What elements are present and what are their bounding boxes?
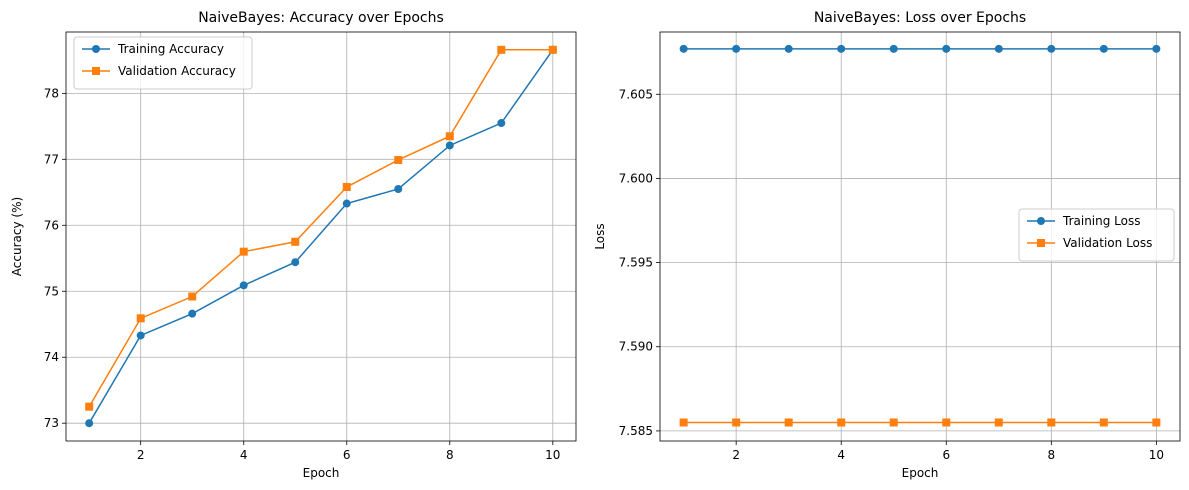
data-point [1099, 44, 1108, 53]
data-point [784, 44, 793, 53]
legend-marker [92, 45, 100, 53]
data-point [136, 314, 145, 323]
legend-label: Validation Loss [1063, 236, 1152, 250]
series-line-0 [88, 49, 554, 424]
plot-frame [65, 31, 577, 442]
data-point [394, 185, 403, 194]
data-point [188, 309, 197, 318]
y-tick-label: 7.595 [619, 256, 653, 270]
x-tick-label: 2 [732, 448, 740, 462]
data-point [188, 292, 197, 301]
data-point [889, 418, 898, 427]
data-point [679, 44, 688, 53]
data-point [1099, 418, 1108, 427]
y-tick-label: 78 [44, 86, 59, 100]
data-point [85, 419, 94, 428]
legend: Training Accuracy Validation Accuracy [73, 36, 253, 90]
data-point [291, 258, 300, 267]
data-point [942, 44, 951, 53]
x-tick-label: 4 [837, 448, 845, 462]
data-point [889, 44, 898, 53]
data-point [1152, 44, 1161, 53]
data-point [994, 418, 1003, 427]
data-point [239, 281, 248, 290]
data-point [994, 44, 1003, 53]
legend-label: Training Loss [1062, 214, 1140, 228]
data-point [1047, 44, 1056, 53]
data-point [342, 199, 351, 208]
data-point [497, 45, 506, 54]
data-point [548, 45, 557, 54]
data-point [732, 44, 741, 53]
data-point [445, 141, 454, 150]
legend-frame [73, 36, 253, 90]
series-line-1 [88, 49, 553, 408]
x-tick-label: 6 [343, 448, 351, 462]
data-point [394, 155, 403, 164]
legend-label: Training Accuracy [117, 42, 224, 56]
y-tick-label: 75 [44, 284, 59, 298]
data-point [784, 418, 793, 427]
chart-title: NaiveBayes: Loss over Epochs [814, 10, 1026, 26]
y-tick-label: 76 [44, 218, 59, 232]
data-point [679, 418, 688, 427]
y-tick-label: 7.605 [619, 87, 653, 101]
legend-frame [1018, 208, 1175, 262]
legend-marker [1037, 217, 1045, 225]
x-tick-label: 6 [942, 448, 950, 462]
chart-title: NaiveBayes: Accuracy over Epochs [198, 10, 444, 26]
legend-marker [92, 67, 100, 75]
plot-frame [659, 31, 1181, 442]
data-point [291, 237, 300, 246]
data-point [85, 402, 94, 411]
y-axis-label: Accuracy (%) [10, 197, 24, 276]
legend-label: Validation Accuracy [118, 64, 236, 78]
y-tick-label: 73 [44, 416, 59, 430]
legend-marker [1037, 239, 1045, 247]
data-point [239, 247, 248, 256]
y-tick-label: 77 [44, 152, 59, 166]
data-point [837, 44, 846, 53]
loss-chart: 2 4 6 8 10 7.585 7.590 7.595 7.600 7.605 NaiveBaye… [593, 10, 1181, 480]
data-point [1152, 418, 1161, 427]
data-point [942, 418, 951, 427]
data-point [1047, 418, 1056, 427]
x-tick-label: 10 [545, 448, 560, 462]
data-point [837, 418, 846, 427]
data-point [342, 183, 351, 192]
x-tick-label: 8 [1047, 448, 1055, 462]
y-tick-label: 7.590 [619, 340, 653, 354]
x-tick-label: 4 [240, 448, 248, 462]
y-tick-label: 7.585 [619, 424, 653, 438]
x-axis-label: Epoch [303, 466, 340, 480]
y-tick-label: 7.600 [619, 171, 653, 185]
y-tick-label: 74 [44, 350, 59, 364]
x-tick-label: 2 [137, 448, 145, 462]
data-point [445, 132, 454, 141]
legend: Training Loss Validation Loss [1018, 208, 1175, 262]
y-axis-label: Loss [593, 223, 607, 249]
data-point [732, 418, 741, 427]
x-tick-label: 8 [446, 448, 454, 462]
x-axis-label: Epoch [902, 466, 939, 480]
data-point [497, 119, 506, 128]
accuracy-chart: 2 4 6 8 10 73 74 75 76 77 78 NaiveBayes: Accuracy o… [10, 10, 577, 480]
x-tick-label: 10 [1149, 448, 1164, 462]
data-point [136, 331, 145, 340]
